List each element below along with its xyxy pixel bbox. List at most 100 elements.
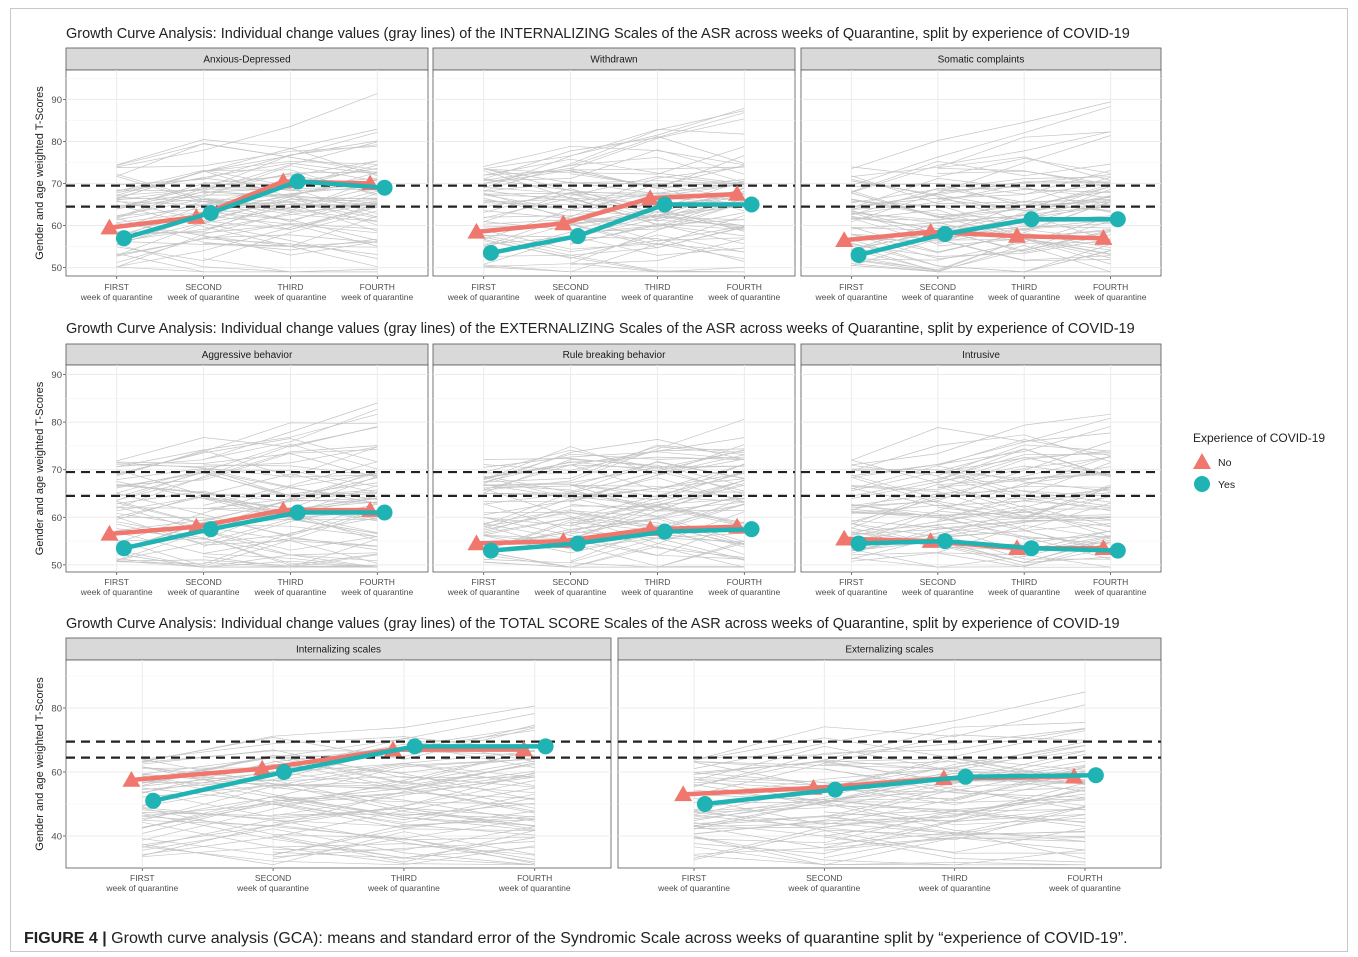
y-tick-label: 80 — [51, 704, 62, 715]
mean-point-yes — [743, 521, 760, 538]
x-tick-label-sub: week of quarantine — [1074, 292, 1147, 302]
x-tick-label-sub: week of quarantine — [814, 587, 887, 597]
mean-point-yes — [115, 540, 132, 557]
y-tick-label: 50 — [51, 263, 62, 274]
individual-trajectory — [116, 443, 378, 489]
individual-trajectory — [851, 417, 1111, 477]
individual-trajectories — [483, 107, 745, 273]
mean-point-yes — [1087, 767, 1104, 784]
individual-trajectory — [116, 223, 378, 234]
individual-trajectory — [142, 772, 535, 826]
individual-trajectory — [203, 171, 378, 195]
individual-trajectory — [116, 211, 378, 241]
y-tick-label: 80 — [51, 137, 62, 148]
legend-key-no — [1193, 453, 1211, 469]
x-tick-label: SECOND — [552, 577, 588, 587]
individual-trajectory — [116, 558, 378, 568]
mean-point-no — [467, 222, 486, 239]
individual-trajectory — [483, 511, 745, 548]
individual-trajectory — [483, 492, 745, 506]
individual-trajectory — [116, 495, 378, 538]
x-tick-label-sub: week of quarantine — [707, 292, 780, 302]
x-tick-label: THIRD — [644, 282, 670, 292]
individual-trajectory — [851, 157, 1111, 178]
individual-trajectory — [142, 846, 535, 866]
individual-trajectory — [851, 200, 1111, 221]
individual-trajectory — [483, 509, 745, 540]
x-tick-label-sub: week of quarantine — [901, 587, 974, 597]
figure-frame — [10, 8, 1348, 952]
individual-trajectory — [483, 202, 745, 267]
individual-trajectory — [116, 502, 378, 544]
individual-trajectory — [142, 819, 535, 863]
individual-trajectory — [116, 549, 378, 568]
individual-trajectory — [851, 471, 1111, 546]
mean-line-yes — [123, 179, 385, 241]
mean-point-yes — [656, 523, 673, 540]
y-tick-label: 60 — [51, 768, 62, 779]
x-tick-label: FIRST — [104, 577, 129, 587]
x-tick-label-sub: week of quarantine — [918, 883, 991, 893]
individual-trajectory — [851, 186, 1111, 218]
individual-trajectory — [483, 107, 745, 170]
individual-trajectory — [483, 112, 745, 180]
row-title: Growth Curve Analysis: Individual change… — [66, 321, 1135, 337]
y-tick-label: 60 — [51, 513, 62, 524]
mean-line-yes — [704, 772, 1096, 807]
individual-trajectory — [483, 219, 745, 226]
x-tick-label-sub: week of quarantine — [657, 883, 730, 893]
individual-trajectory — [116, 502, 378, 537]
x-tick-label: FOURTH — [517, 873, 552, 883]
individual-trajectory — [483, 155, 745, 189]
individual-trajectory — [570, 176, 745, 196]
individual-trajectory — [116, 446, 378, 468]
legend-title: Experience of COVID-19 — [1193, 431, 1325, 445]
individual-trajectory — [937, 448, 1111, 482]
mean-point-no — [835, 529, 854, 546]
legend: Experience of COVID-19 No Yes — [1193, 431, 1325, 492]
x-tick-label-sub: week of quarantine — [340, 292, 413, 302]
mean-point-yes — [850, 535, 867, 552]
x-tick-label: THIRD — [942, 873, 968, 883]
x-tick-label: SECOND — [920, 282, 956, 292]
mean-point-yes — [957, 768, 974, 785]
individual-trajectory — [693, 846, 1086, 866]
y-tick-label: 50 — [51, 560, 62, 571]
facet-strip-label: Somatic complaints — [938, 55, 1025, 66]
individual-trajectory — [851, 244, 1111, 273]
individual-trajectory — [483, 477, 745, 529]
individual-trajectory — [851, 230, 1111, 252]
individual-trajectory — [693, 734, 1086, 796]
x-tick-label-sub: week of quarantine — [707, 587, 780, 597]
individual-trajectory — [851, 180, 1111, 196]
mean-point-yes — [202, 204, 219, 221]
individual-trajectory — [693, 789, 1086, 859]
x-tick-label-sub: week of quarantine — [534, 292, 607, 302]
mean-point-no — [100, 218, 119, 235]
individual-trajectory — [937, 170, 1111, 185]
individual-trajectory — [273, 760, 535, 789]
individual-trajectory — [142, 773, 535, 846]
mean-point-no — [253, 759, 272, 776]
legend-key-yes — [1194, 476, 1210, 492]
individual-trajectory — [851, 135, 1111, 210]
x-tick-label-sub: week of quarantine — [105, 883, 178, 893]
individual-trajectory — [116, 518, 378, 561]
mean-line-yes — [152, 744, 546, 803]
individual-trajectory — [483, 461, 745, 489]
individual-trajectory — [570, 136, 745, 167]
individual-trajectory — [116, 470, 378, 503]
mean-line-no — [476, 191, 738, 235]
individual-trajectory — [142, 771, 535, 812]
individual-trajectory — [116, 205, 378, 268]
individual-trajectory — [570, 214, 745, 230]
individual-trajectory — [203, 408, 378, 460]
mean-line-no — [109, 507, 371, 537]
individual-trajectory — [483, 145, 745, 167]
individual-trajectory — [273, 793, 535, 821]
individual-trajectory — [693, 722, 1086, 787]
individual-trajectory — [483, 505, 745, 533]
facet-strip-label: Internalizing scales — [296, 645, 381, 656]
